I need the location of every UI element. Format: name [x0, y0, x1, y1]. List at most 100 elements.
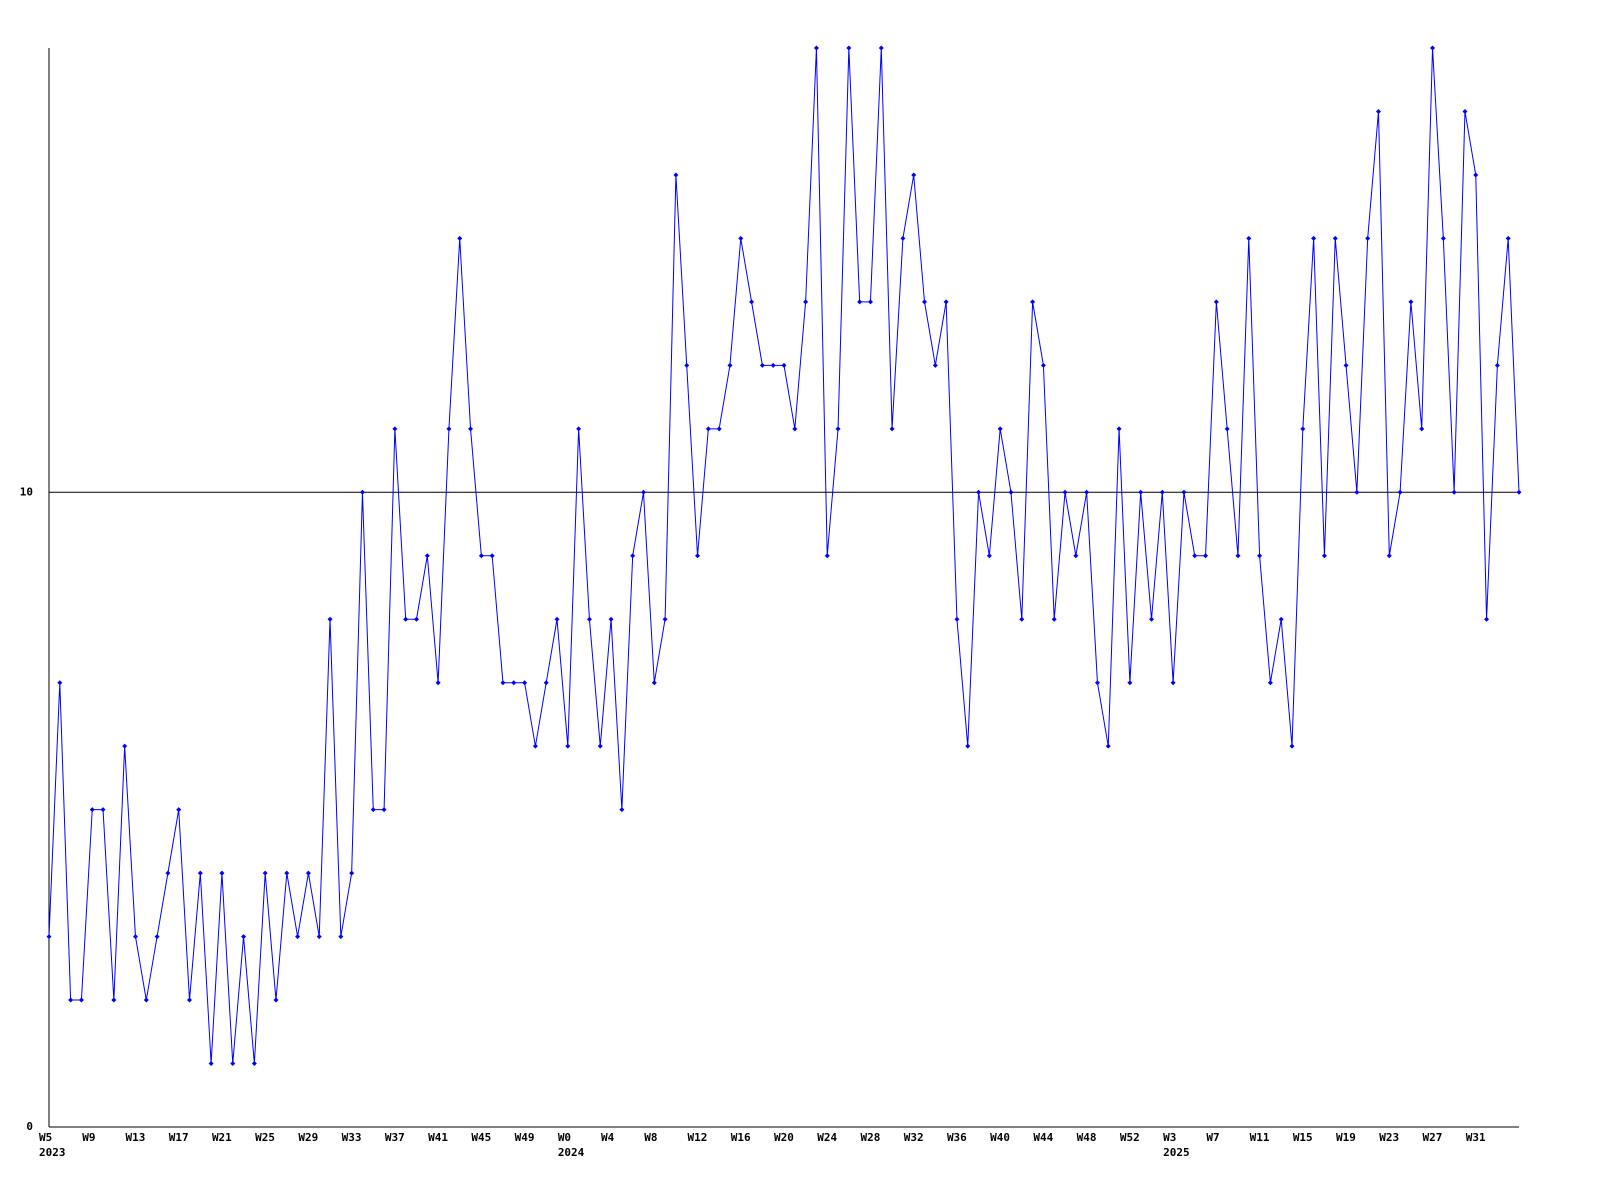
point [230, 1061, 236, 1067]
point [370, 807, 376, 813]
point [1040, 362, 1046, 368]
point [241, 934, 247, 940]
x-tick-label: W49 [515, 1131, 535, 1144]
x-tick-label: W27 [1423, 1131, 1443, 1144]
point [608, 616, 614, 622]
point [381, 807, 387, 813]
point [662, 616, 668, 622]
point [68, 997, 74, 1003]
year-label: 2024 [558, 1146, 585, 1159]
x-tick-label: W16 [731, 1131, 751, 1144]
point [1030, 299, 1036, 305]
point [89, 807, 95, 813]
x-tick-label: W29 [298, 1131, 318, 1144]
point [1203, 553, 1209, 559]
point [1116, 426, 1122, 432]
x-tick-label: W7 [1206, 1131, 1219, 1144]
point [1149, 616, 1154, 622]
point [1084, 489, 1090, 495]
point [889, 426, 895, 432]
point [1008, 489, 1014, 495]
point [1094, 680, 1100, 686]
point [478, 553, 484, 559]
point [143, 997, 149, 1003]
x-tick-label: W21 [212, 1131, 232, 1144]
point [792, 426, 798, 432]
point [554, 616, 560, 622]
point [781, 362, 787, 368]
x-tick-label: W48 [1077, 1131, 1097, 1144]
point [338, 934, 344, 940]
x-tick-label: W17 [169, 1131, 189, 1144]
point [900, 235, 906, 241]
point [359, 489, 365, 495]
y-tick-label: 10 [20, 485, 33, 498]
point [813, 45, 819, 51]
point [176, 807, 182, 813]
x-tick-label: W15 [1293, 1131, 1313, 1144]
point [208, 1061, 214, 1067]
point [1397, 489, 1403, 495]
point [976, 489, 982, 495]
point [446, 426, 452, 432]
point [132, 934, 138, 940]
x-tick-label: W25 [255, 1131, 275, 1144]
point [630, 553, 636, 559]
x-tick-label: W31 [1466, 1131, 1486, 1144]
point [1235, 553, 1241, 559]
x-tick-label: W9 [82, 1131, 95, 1144]
x-tick-label: W33 [342, 1131, 362, 1144]
point [457, 235, 463, 241]
point [1311, 235, 1317, 241]
point [435, 680, 441, 686]
point [1192, 553, 1198, 559]
point [1516, 489, 1522, 495]
point [1181, 489, 1187, 495]
point [1494, 362, 1500, 368]
point [1246, 235, 1252, 241]
point [165, 870, 171, 876]
point [857, 299, 863, 305]
point [522, 680, 528, 686]
point [424, 553, 430, 559]
x-tick-label: W20 [774, 1131, 794, 1144]
point [1213, 299, 1219, 305]
point [78, 997, 84, 1003]
x-tick-label: W12 [688, 1131, 708, 1144]
point [1473, 172, 1479, 178]
point [1159, 489, 1165, 495]
x-tick-label: W32 [904, 1131, 924, 1144]
point [1289, 743, 1295, 749]
point [197, 870, 203, 876]
point [1386, 553, 1392, 559]
point [619, 807, 625, 813]
point [705, 426, 711, 432]
year-label: 2023 [39, 1146, 66, 1159]
point [273, 997, 279, 1003]
point [867, 299, 873, 305]
point [1257, 553, 1263, 559]
point [586, 616, 592, 622]
x-tick-label: W28 [860, 1131, 880, 1144]
point [1224, 426, 1230, 432]
point [327, 616, 333, 622]
point [932, 362, 938, 368]
point [262, 870, 268, 876]
x-tick-label: W45 [471, 1131, 491, 1144]
x-tick-label: W11 [1250, 1131, 1270, 1144]
x-tick-label: W4 [601, 1131, 615, 1144]
point [1354, 489, 1360, 495]
point [770, 362, 776, 368]
point [673, 172, 679, 178]
point [565, 743, 571, 749]
point [965, 743, 971, 749]
point [1105, 743, 1111, 749]
point [316, 934, 322, 940]
point [1170, 680, 1176, 686]
point [414, 616, 419, 622]
point [759, 362, 765, 368]
point [986, 553, 992, 559]
point [695, 553, 701, 559]
